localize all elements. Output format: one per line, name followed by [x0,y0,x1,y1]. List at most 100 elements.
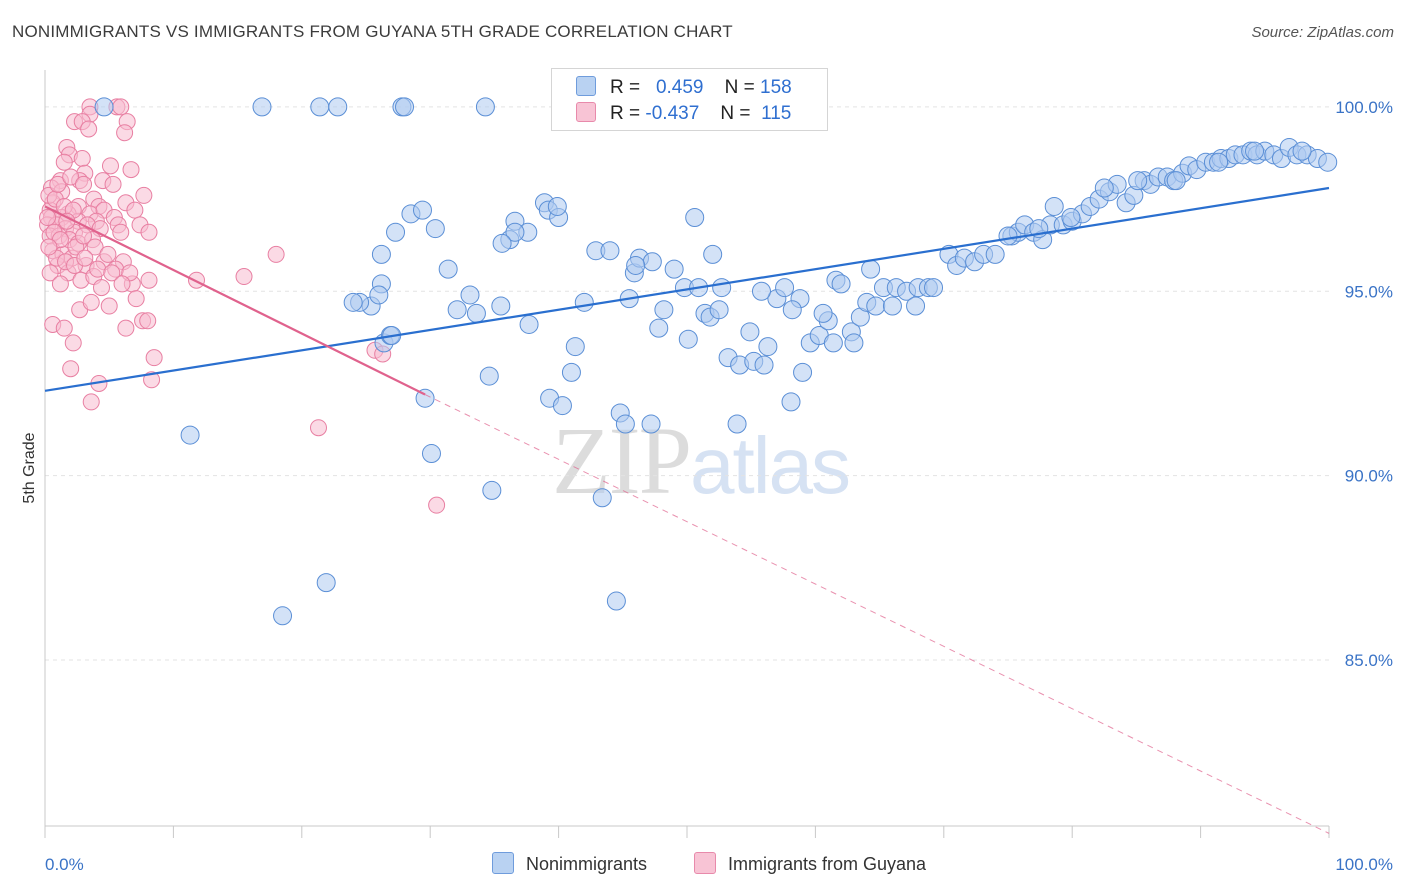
legend-r-label: R = [610,77,641,98]
data-point-nonimmigrants [626,255,646,275]
data-point-immigrants [86,238,104,256]
legend-n-label: N = [724,77,755,98]
data-point-immigrants [103,264,121,282]
data-point-nonimmigrants [649,318,669,338]
data-point-nonimmigrants [712,278,732,298]
y-tick-label: 85.0% [1345,651,1393,670]
series-immigrants-points [39,98,446,514]
data-point-nonimmigrants [844,333,864,353]
data-point-immigrants [122,161,140,179]
data-point-nonimmigrants [703,244,723,264]
data-point-immigrants [100,297,118,315]
y-tick-label: 95.0% [1345,282,1393,301]
data-point-immigrants [267,245,285,263]
data-point-nonimmigrants [793,362,813,382]
data-point-nonimmigrants [94,97,114,117]
data-point-immigrants [99,245,117,263]
data-point-nonimmigrants [751,281,771,301]
data-point-immigrants [113,275,131,293]
legend-swatch-pink [576,102,596,122]
data-point-immigrants [428,496,446,514]
data-point-nonimmigrants [1292,141,1312,161]
data-point-nonimmigrants [823,333,843,353]
data-point-nonimmigrants [574,292,594,312]
data-point-nonimmigrants [1166,171,1186,191]
data-point-nonimmigrants [491,296,511,316]
legend-r-value: -0.437 [645,103,700,124]
data-point-immigrants [145,349,163,367]
data-point-immigrants [82,293,100,311]
data-point-immigrants [73,150,91,168]
trend-line-immigrants-extension [424,394,1330,834]
data-point-nonimmigrants [654,300,674,320]
y-tick-label: 90.0% [1345,467,1393,486]
data-point-immigrants [82,393,100,411]
legend-item-immigrants: Immigrants from Guyana [694,852,926,875]
y-axis-title: 5th Grade [21,432,38,503]
data-point-nonimmigrants [615,414,635,434]
data-point-nonimmigrants [861,259,881,279]
legend-row-immigrants: R = -0.437 N = 115 [576,102,791,126]
data-point-nonimmigrants [664,259,684,279]
x-tick-label: 0.0% [45,855,84,874]
trend-line-immigrants [44,205,426,396]
data-point-nonimmigrants [782,300,802,320]
data-point-nonimmigrants [813,303,833,323]
legend-r-label: R = [610,103,641,124]
data-point-nonimmigrants [775,278,795,298]
data-point-nonimmigrants [273,606,293,626]
data-point-nonimmigrants [906,296,926,316]
data-point-nonimmigrants [421,444,441,464]
legend-swatch-blue [576,76,596,96]
legend-n-value: 115 [761,103,792,124]
data-point-nonimmigrants [709,300,729,320]
data-point-nonimmigrants [606,591,626,611]
legend-swatch-blue [492,852,514,874]
data-point-immigrants [140,271,158,289]
data-point-nonimmigrants [252,97,272,117]
data-point-immigrants [140,223,158,241]
data-point-immigrants [104,175,122,193]
data-point-nonimmigrants [395,97,415,117]
data-point-immigrants [92,279,110,297]
data-point-immigrants [235,268,253,286]
data-point-immigrants [89,260,107,278]
series-legend: Nonimmigrants Immigrants from Guyana [0,852,1406,876]
legend-label: Nonimmigrants [526,854,648,874]
data-point-nonimmigrants [740,322,760,342]
data-point-nonimmigrants [438,259,458,279]
data-point-nonimmigrants [492,233,512,253]
watermark-atlas: atlas [690,421,851,510]
data-point-immigrants [62,360,80,378]
data-point-nonimmigrants [882,296,902,316]
data-point-nonimmigrants [180,425,200,445]
data-point-nonimmigrants [1318,152,1338,172]
data-point-nonimmigrants [552,396,572,416]
data-point-nonimmigrants [1209,152,1229,172]
data-point-nonimmigrants [412,200,432,220]
data-point-nonimmigrants [316,573,336,593]
data-point-nonimmigrants [1061,208,1081,228]
legend-n-value: 158 [760,77,792,98]
data-point-immigrants [126,201,144,219]
data-point-nonimmigrants [727,414,747,434]
y-tick-label: 100.0% [1335,98,1393,117]
data-point-nonimmigrants [310,97,330,117]
data-point-nonimmigrants [415,388,435,408]
data-point-nonimmigrants [371,244,391,264]
data-point-immigrants [112,223,130,241]
data-point-nonimmigrants [328,97,348,117]
data-point-immigrants [116,124,134,142]
data-point-nonimmigrants [1044,196,1064,216]
data-point-nonimmigrants [781,392,801,412]
data-point-nonimmigrants [1094,178,1114,198]
data-point-immigrants [39,209,57,227]
data-point-immigrants [55,319,73,337]
data-point-immigrants [127,290,145,308]
data-point-nonimmigrants [1245,141,1265,161]
data-point-nonimmigrants [641,414,661,434]
trend-lines [44,186,1330,834]
data-point-nonimmigrants [642,252,662,272]
legend-n-label: N = [720,103,751,124]
